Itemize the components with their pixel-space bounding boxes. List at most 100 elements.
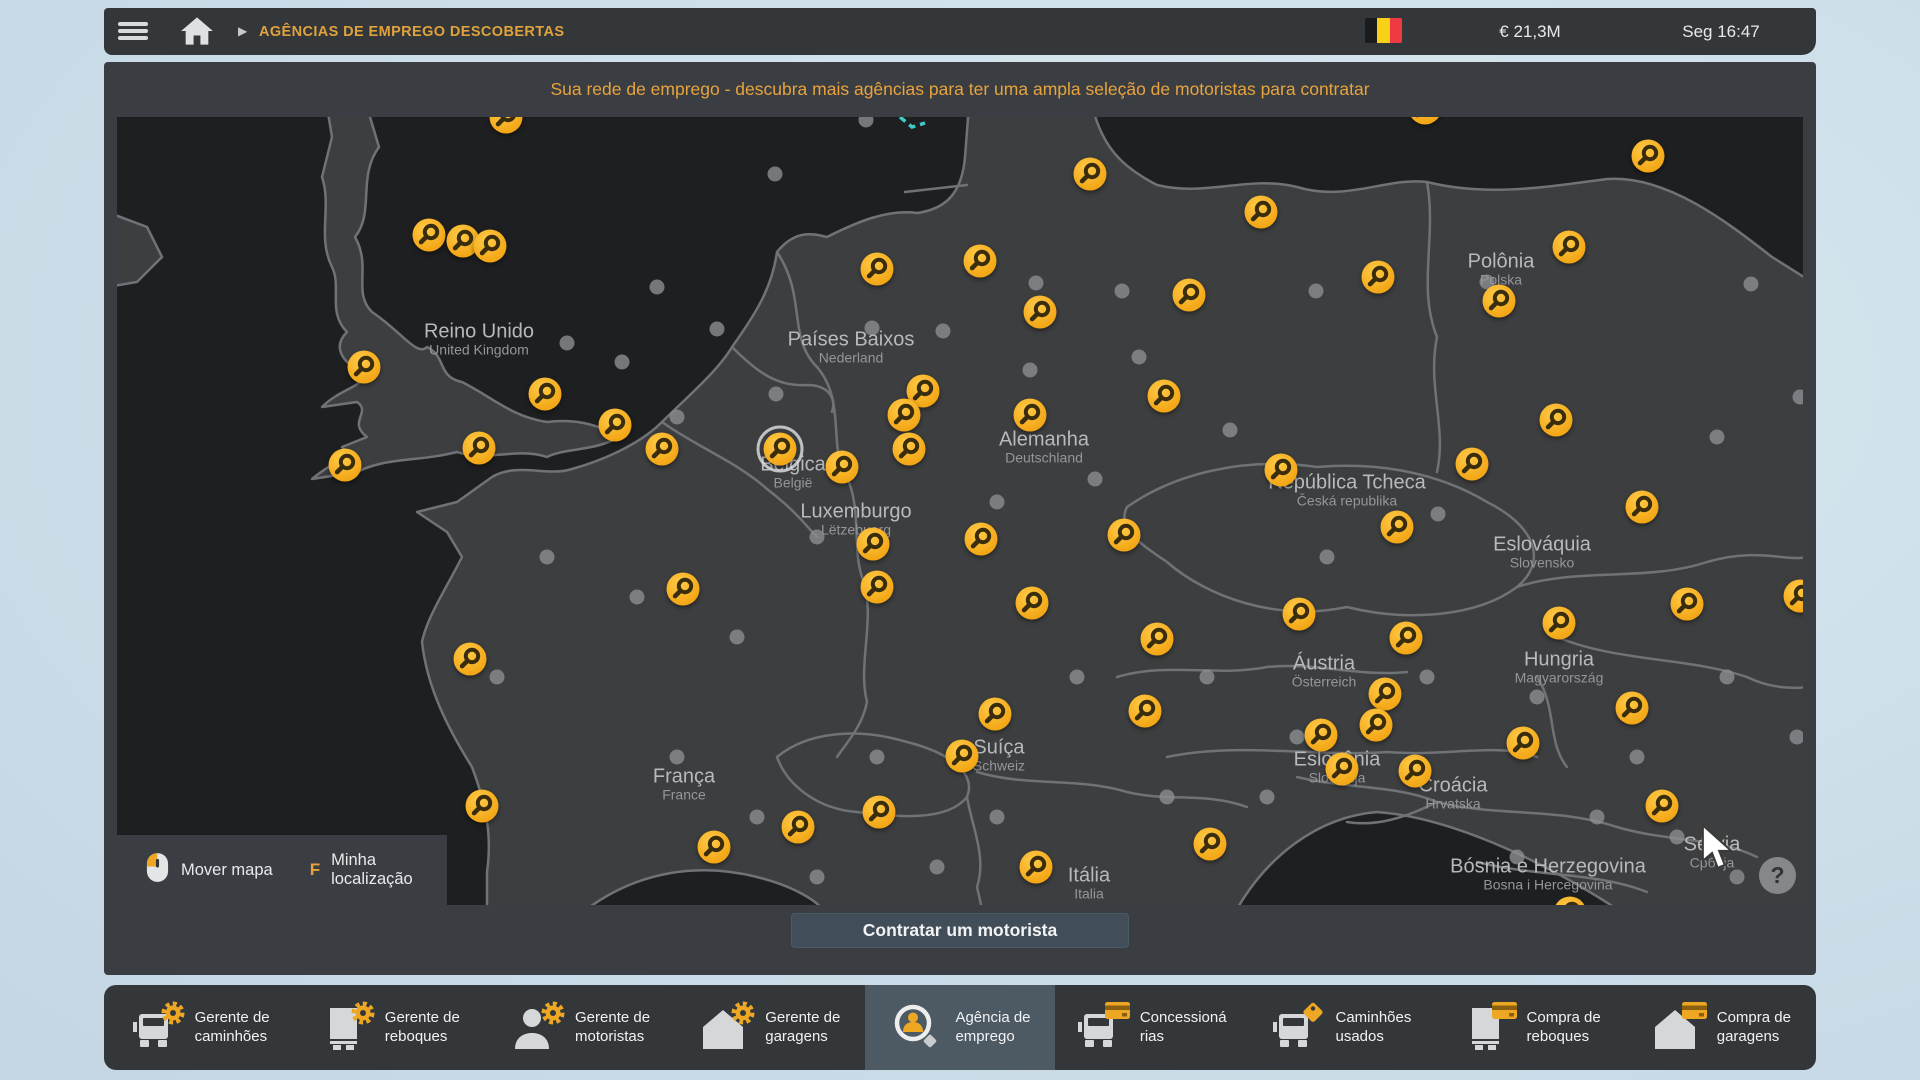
agency-marker[interactable] [1554, 897, 1587, 906]
agency-marker[interactable] [698, 831, 731, 864]
agency-marker[interactable] [861, 571, 894, 604]
agency-marker[interactable] [965, 523, 998, 556]
agency-marker[interactable] [1507, 727, 1540, 760]
agency-marker[interactable] [1020, 851, 1053, 884]
city-dot [1710, 430, 1725, 445]
agency-marker[interactable] [1173, 279, 1206, 312]
time-display: Seg 16:47 [1651, 22, 1791, 42]
country-label: PolôniaPolska [1468, 250, 1535, 287]
agency-marker[interactable] [946, 740, 979, 773]
agency-marker[interactable] [861, 253, 894, 286]
agency-marker[interactable] [599, 409, 632, 442]
agency-search-icon [889, 1002, 943, 1054]
toolbar-item-truck-manager[interactable]: Gerente decaminhões [104, 985, 294, 1070]
agency-marker[interactable] [463, 432, 496, 465]
toolbar-item-dealerships[interactable]: Concessionárias [1055, 985, 1245, 1070]
agency-marker[interactable] [1108, 519, 1141, 552]
agency-marker[interactable] [1148, 380, 1181, 413]
agency-marker[interactable] [1456, 448, 1489, 481]
agency-marker[interactable] [646, 433, 679, 466]
toolbar-item-label: Concessionárias [1140, 1009, 1227, 1047]
agency-marker[interactable] [454, 643, 487, 676]
agency-marker[interactable] [1671, 588, 1704, 621]
agency-marker[interactable] [888, 399, 921, 432]
agency-marker[interactable] [329, 449, 362, 482]
agency-marker[interactable] [1014, 399, 1047, 432]
agency-marker[interactable] [1362, 261, 1395, 294]
menu-icon[interactable] [118, 19, 148, 44]
hire-driver-button[interactable]: Contratar um motorista [791, 913, 1129, 948]
agency-marker[interactable] [1360, 709, 1393, 742]
country-label: FrançaFrance [653, 765, 715, 802]
agency-marker[interactable] [1409, 117, 1442, 125]
agency-marker[interactable] [1265, 454, 1298, 487]
agency-marker[interactable] [413, 219, 446, 252]
agency-marker[interactable] [1326, 753, 1359, 786]
agency-marker[interactable] [1283, 598, 1316, 631]
agency-marker[interactable] [490, 117, 523, 134]
location-key-label: F [310, 860, 320, 880]
city-dot [730, 630, 745, 645]
country-label: EslováquiaSlovensko [1493, 533, 1591, 570]
agency-marker[interactable] [1543, 607, 1576, 640]
my-location-label: Minha localização [331, 851, 413, 889]
page-subtitle: Sua rede de emprego - descubra mais agên… [104, 62, 1816, 117]
agency-marker[interactable] [1305, 719, 1338, 752]
agency-marker[interactable] [1483, 285, 1516, 318]
toolbar-item-trailer-manager[interactable]: Gerente dereboques [294, 985, 484, 1070]
agency-marker[interactable] [782, 811, 815, 844]
trailer-card-icon [1461, 1002, 1515, 1054]
toolbar-item-trailer-purchase[interactable]: Compra dereboques [1436, 985, 1626, 1070]
agency-marker[interactable] [466, 790, 499, 823]
agency-marker[interactable] [857, 528, 890, 561]
agency-marker[interactable] [1141, 623, 1174, 656]
agency-marker[interactable] [667, 573, 700, 606]
agency-marker[interactable] [1245, 196, 1278, 229]
city-dot [615, 355, 630, 370]
city-dot [710, 322, 725, 337]
agency-marker[interactable] [1616, 692, 1649, 725]
agency-marker[interactable] [893, 433, 926, 466]
agency-marker[interactable] [1369, 678, 1402, 711]
agency-marker[interactable] [1016, 587, 1049, 620]
toolbar-item-garage-purchase[interactable]: Compra degaragens [1626, 985, 1816, 1070]
agency-marker[interactable] [1129, 695, 1162, 728]
agency-marker[interactable] [1399, 755, 1432, 788]
toolbar-item-employment-agency[interactable]: Agência deemprego [865, 985, 1055, 1070]
agency-marker[interactable] [348, 351, 381, 384]
agency-marker[interactable] [1632, 140, 1665, 173]
city-dot [1070, 670, 1085, 685]
agency-marker[interactable] [863, 796, 896, 829]
agency-marker[interactable] [764, 433, 797, 466]
city-dot [1029, 276, 1044, 291]
agency-marker[interactable] [1784, 580, 1804, 613]
map-canvas[interactable]: Reino UnidoUnited KingdomPaíses BaixosNe… [117, 117, 1803, 905]
city-dot [490, 670, 505, 685]
city-dot [630, 590, 645, 605]
agency-marker[interactable] [1074, 158, 1107, 191]
agency-marker[interactable] [474, 230, 507, 263]
agency-marker[interactable] [1194, 828, 1227, 861]
agency-marker[interactable] [1553, 231, 1586, 264]
home-icon[interactable] [180, 16, 214, 46]
city-dot [990, 810, 1005, 825]
toolbar-item-label: Agência deemprego [955, 1009, 1030, 1047]
agency-marker[interactable] [1024, 296, 1057, 329]
city-dot [540, 550, 555, 565]
agency-marker[interactable] [826, 451, 859, 484]
toolbar-item-driver-manager[interactable]: Gerente demotoristas [484, 985, 674, 1070]
agency-marker[interactable] [1390, 622, 1423, 655]
agency-marker[interactable] [979, 698, 1012, 731]
city-dot [1309, 284, 1324, 299]
agency-marker[interactable] [1540, 404, 1573, 437]
agency-marker[interactable] [529, 378, 562, 411]
agency-marker[interactable] [964, 245, 997, 278]
help-button[interactable]: ? [1759, 857, 1796, 894]
toolbar-item-garage-manager[interactable]: Gerente degaragens [675, 985, 865, 1070]
agency-marker[interactable] [1626, 491, 1659, 524]
agency-marker[interactable] [1646, 790, 1679, 823]
toolbar-item-label: Gerente degaragens [765, 1009, 840, 1047]
city-dot [1223, 423, 1238, 438]
agency-marker[interactable] [1381, 511, 1414, 544]
toolbar-item-used-trucks[interactable]: Caminhõesusados [1245, 985, 1435, 1070]
